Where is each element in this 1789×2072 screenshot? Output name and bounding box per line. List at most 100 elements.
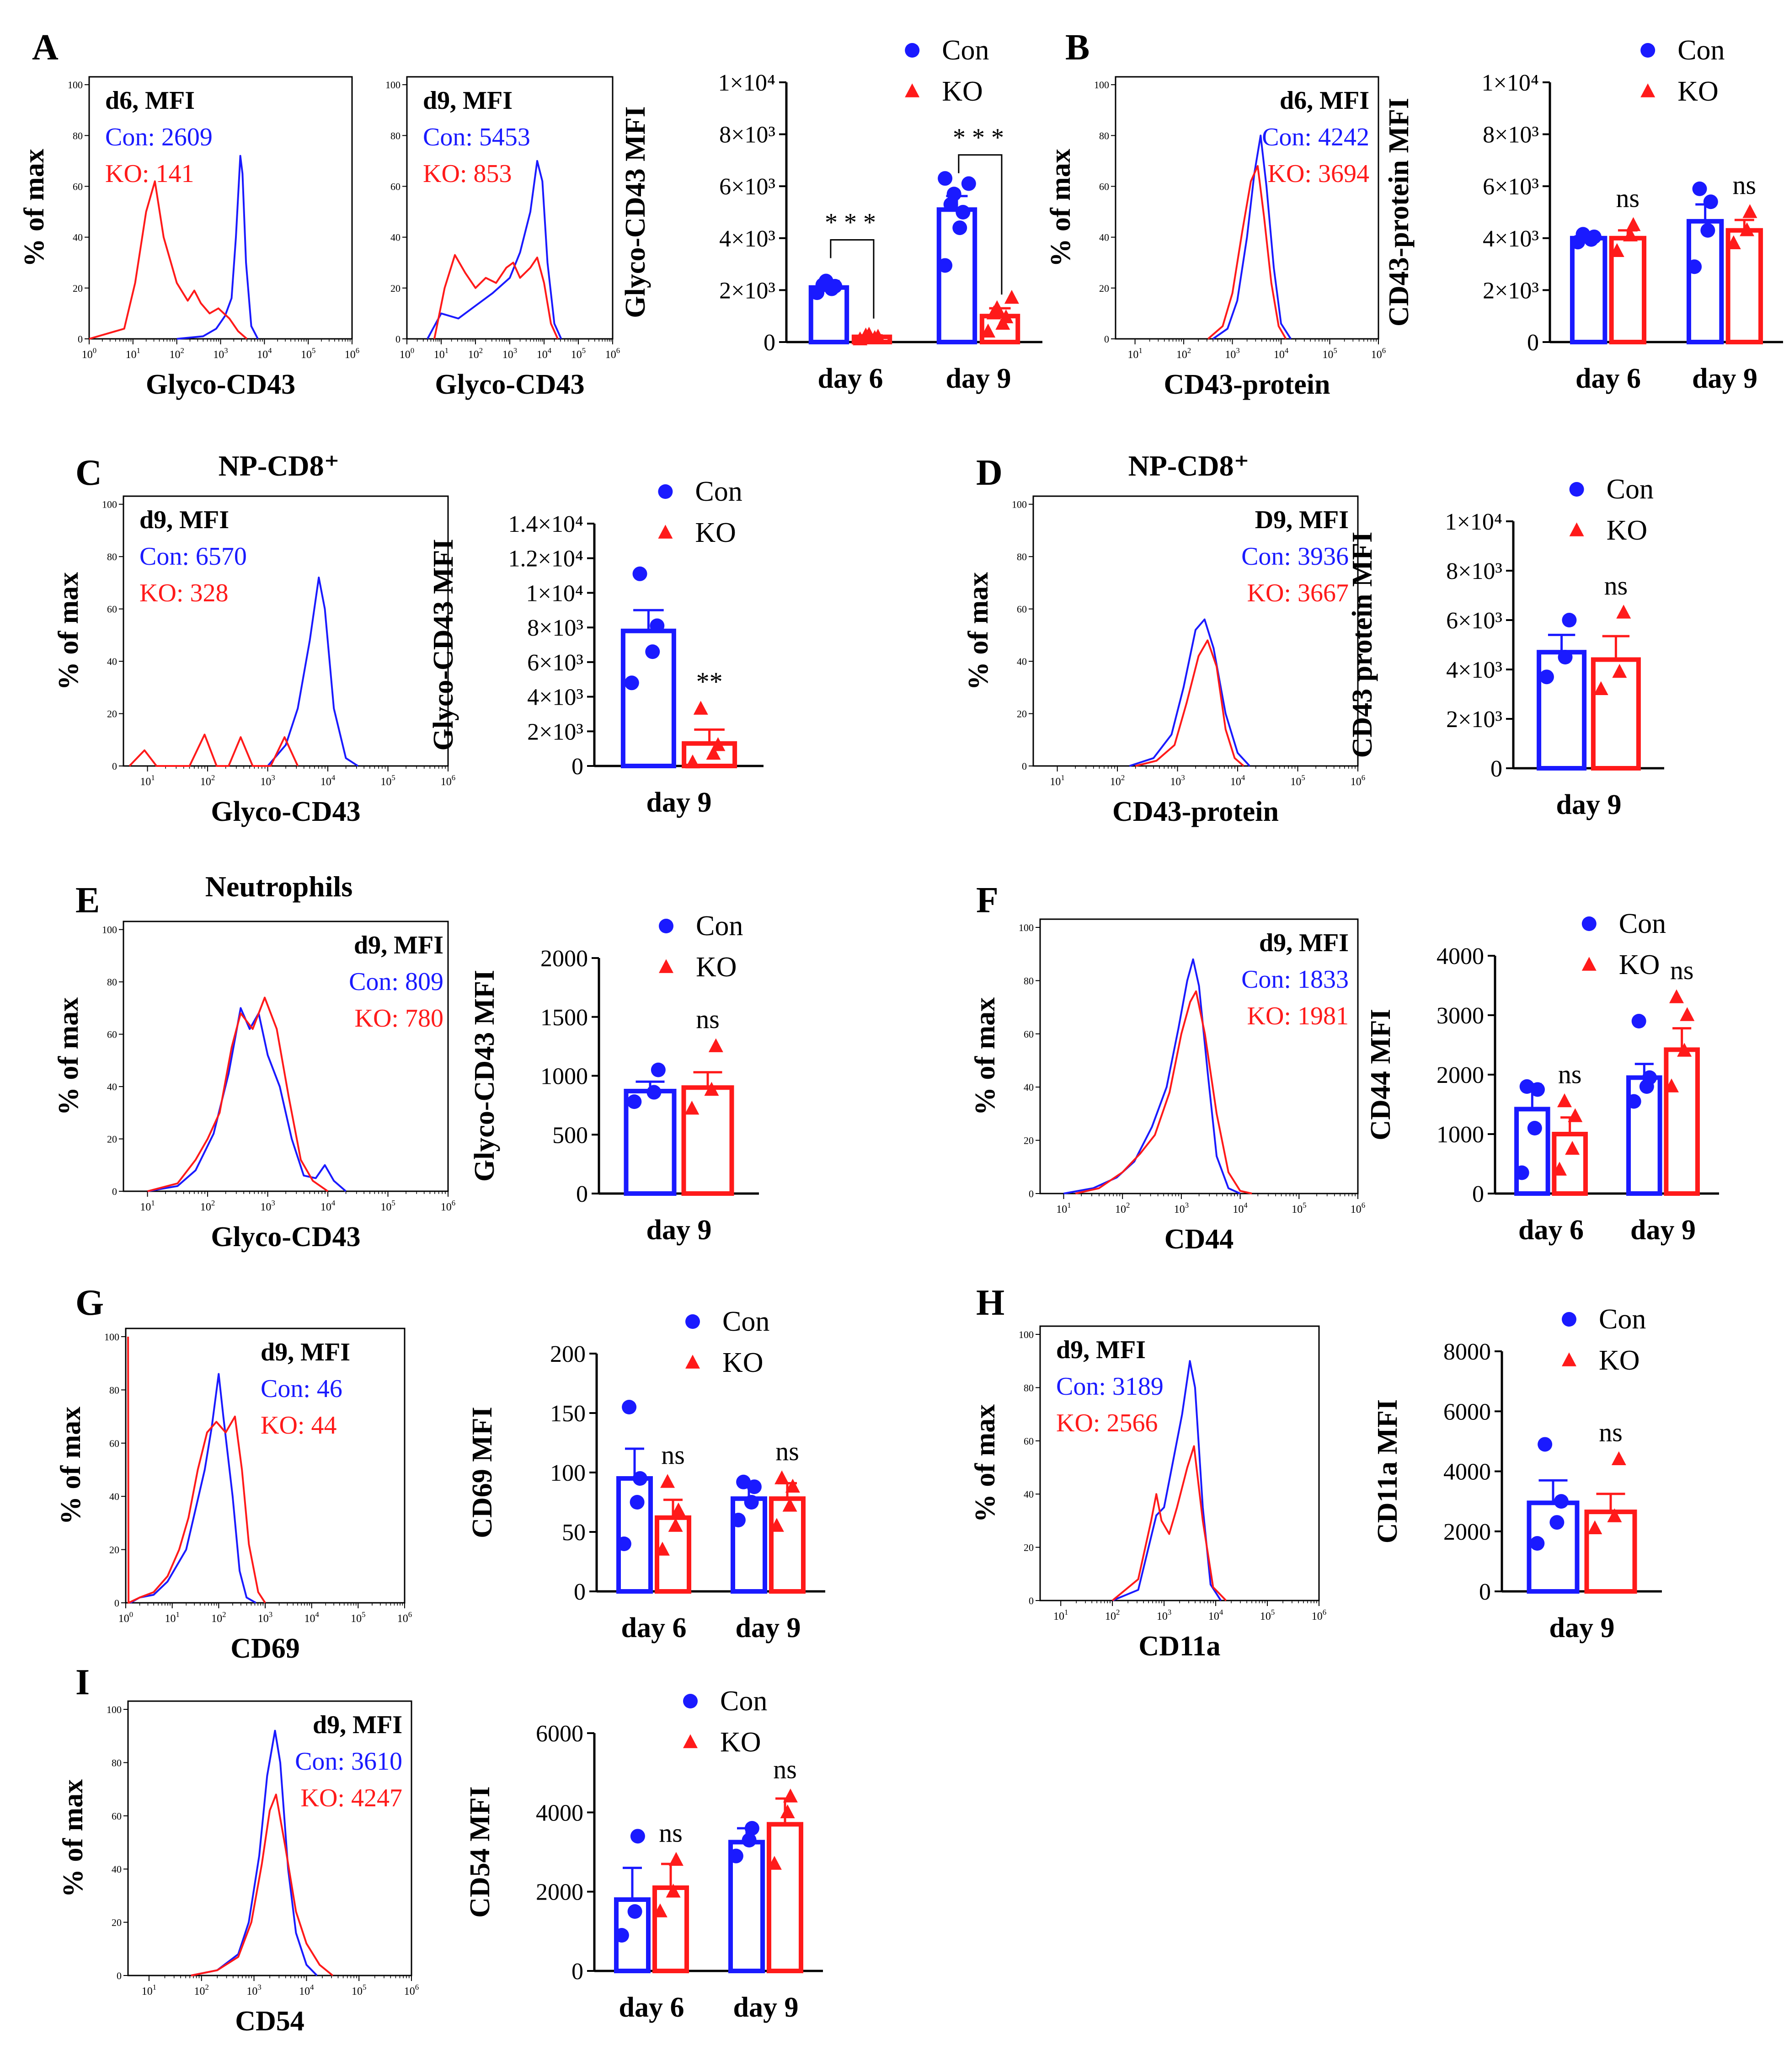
data-point-con xyxy=(632,1471,647,1486)
data-point-con xyxy=(938,258,953,273)
y-axis-label: % of max xyxy=(970,1404,1001,1522)
y-tick-label: 40 xyxy=(73,232,83,243)
legend-label-con: Con xyxy=(1607,474,1654,505)
panel-letter: F xyxy=(976,880,999,921)
x-tick-label: 105 xyxy=(1292,1201,1306,1215)
legend-label-con: Con xyxy=(696,910,743,942)
legend-label-con: Con xyxy=(1619,908,1666,939)
x-category-label: day 9 xyxy=(736,1612,801,1644)
data-point-con xyxy=(1626,1094,1641,1109)
histogram-line-ko xyxy=(89,180,248,340)
data-point-ko xyxy=(1552,1162,1567,1176)
x-category-label: day 9 xyxy=(646,1215,712,1246)
data-point-ko xyxy=(1626,217,1641,231)
y-tick-label: 100 xyxy=(1012,499,1027,510)
histogram-C1: 101 102 103 104 105 106 0 20 40 60 80 100 d9, MFI Con… xyxy=(53,450,455,827)
histogram-line-con xyxy=(130,1373,256,1604)
data-point-ko xyxy=(783,1788,798,1803)
data-point-con xyxy=(731,1513,746,1527)
y-tick-label: 0 xyxy=(1029,1595,1034,1606)
histogram-line-con xyxy=(1212,134,1292,340)
x-axis-label: CD43-protein xyxy=(1112,796,1279,827)
panel-title: NP-CD8⁺ xyxy=(1128,450,1250,482)
x-tick-label: 104 xyxy=(299,1983,314,1997)
data-point-con xyxy=(1558,650,1573,664)
mfi-header: d6, MFI xyxy=(1280,86,1369,115)
x-tick-label: 102 xyxy=(1176,346,1191,361)
y-tick-label: 0 xyxy=(1527,330,1539,356)
y-tick-label: 40 xyxy=(107,656,117,667)
data-point-ko xyxy=(782,1498,797,1512)
data-point-ko xyxy=(1593,681,1608,695)
y-tick-label: 3000 xyxy=(1437,1003,1484,1029)
y-axis-label: Glyco-CD43 MFI xyxy=(469,970,500,1182)
data-point-con xyxy=(650,618,665,633)
data-point-con xyxy=(1575,227,1591,242)
y-tick-label: 0 xyxy=(112,760,117,772)
histogram-line-con xyxy=(427,160,562,339)
x-tick-label: 105 xyxy=(1290,773,1305,788)
data-point-con xyxy=(614,1928,629,1943)
legend-marker-ko xyxy=(1569,522,1584,536)
y-tick-label: 60 xyxy=(107,604,117,615)
x-tick-label: 103 xyxy=(258,1610,272,1625)
data-point-ko xyxy=(1587,1520,1602,1534)
legend: Con KO xyxy=(683,1686,767,1758)
plot-frame xyxy=(123,921,449,1192)
legend-label-ko: KO xyxy=(942,76,983,107)
y-tick-label: 40 xyxy=(1024,1488,1034,1500)
y-tick-label: 0 xyxy=(571,754,583,780)
x-axis-label: CD54 xyxy=(235,2006,304,2037)
histogram-line-ko xyxy=(1207,165,1287,340)
data-point-ko xyxy=(999,309,1014,323)
panel-letter: A xyxy=(32,27,59,68)
x-tick-label: 105 xyxy=(380,1199,395,1213)
data-point-con xyxy=(1554,1494,1569,1509)
legend-marker-ko xyxy=(683,1734,698,1748)
data-point-con xyxy=(1562,613,1577,627)
y-tick-label: 0 xyxy=(117,1970,122,1981)
significance-annotation: ns xyxy=(775,1436,799,1466)
data-point-ko xyxy=(853,331,868,346)
x-tick-label: 101 xyxy=(140,1199,155,1213)
y-axis-label: % of max xyxy=(1045,149,1076,267)
data-point-ko xyxy=(785,1478,800,1493)
legend-label-ko: KO xyxy=(722,1347,764,1378)
data-point-con xyxy=(961,176,976,191)
y-tick-label: 500 xyxy=(552,1122,588,1148)
x-tick-label: 103 xyxy=(260,773,275,788)
data-point-ko xyxy=(710,737,726,751)
x-tick-label: 102 xyxy=(1115,1201,1130,1215)
y-axis-label: % of max xyxy=(53,997,84,1115)
y-tick-label: 4×10³ xyxy=(527,685,583,711)
x-category-label: day 9 xyxy=(646,787,712,818)
y-tick-label: 1000 xyxy=(540,1064,588,1090)
bar-ko xyxy=(769,1496,806,1594)
legend-marker-ko xyxy=(685,1355,700,1369)
y-tick-label: 1500 xyxy=(540,1005,588,1031)
x-tick-label: 106 xyxy=(1312,1608,1326,1622)
data-point-con xyxy=(744,1495,759,1510)
y-tick-label: 20 xyxy=(1099,283,1109,294)
x-tick-label: 101 xyxy=(1053,1608,1068,1622)
x-tick-label: 105 xyxy=(351,1610,365,1625)
x-tick-label: 101 xyxy=(1050,773,1064,788)
data-point-con xyxy=(622,1400,637,1414)
histogram-F1: 101 102 103 104 105 106 0 20 40 60 80 100 d9, MFI Con… xyxy=(970,918,1365,1255)
data-point-ko xyxy=(660,1474,675,1488)
mfi-con-value: Con: 3936 xyxy=(1241,542,1349,571)
legend-label-ko: KO xyxy=(1677,76,1719,107)
x-tick-label: 104 xyxy=(1233,1201,1248,1215)
y-tick-label: 6×10³ xyxy=(1483,174,1539,200)
y-axis-label: % of max xyxy=(970,997,1001,1115)
y-axis-label: Glyco-CD43 MFI xyxy=(620,106,651,318)
x-axis-label: CD44 xyxy=(1164,1224,1234,1255)
y-tick-label: 0 xyxy=(574,1579,586,1605)
y-tick-label: 2×10³ xyxy=(1483,278,1539,304)
y-axis-label: % of max xyxy=(58,1779,89,1897)
data-point-ko xyxy=(1609,243,1624,257)
y-tick-label: 8000 xyxy=(1443,1339,1491,1365)
